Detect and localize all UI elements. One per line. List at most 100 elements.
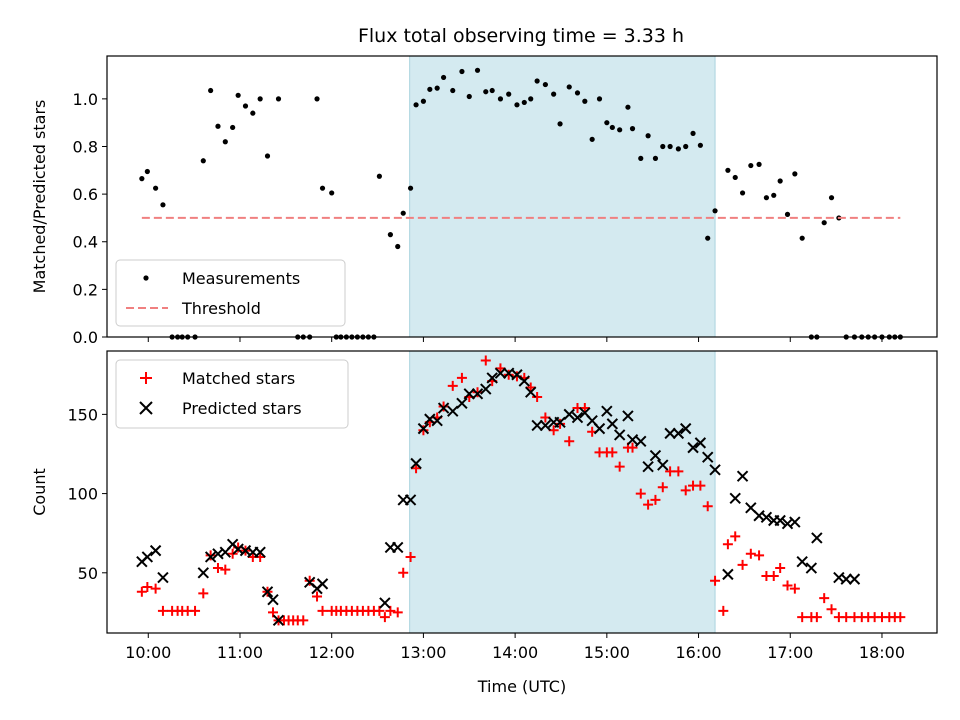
y-tick-label: 150 (67, 405, 98, 424)
predicted-star-point (554, 416, 566, 428)
observing-window-shade (409, 350, 716, 634)
measurement-point (200, 158, 206, 164)
predicted-star-point (254, 546, 266, 558)
matched-star-point (680, 485, 691, 496)
measurement-point (596, 96, 603, 102)
y-tick-label: 100 (67, 485, 98, 504)
measurement-point (153, 185, 159, 191)
legend-label: Threshold (181, 299, 261, 318)
predicted-star-point (494, 367, 507, 379)
measurement-point (395, 243, 401, 250)
predicted-star-point (379, 597, 391, 609)
measurement-point (208, 87, 214, 94)
x-tick-label: 16:00 (675, 643, 721, 662)
matched-star-point (819, 593, 830, 604)
predicted-star-point (613, 429, 626, 441)
matched-star-point (710, 575, 721, 586)
x-tick-label: 10:00 (125, 643, 171, 662)
measurement-point (828, 195, 835, 201)
measurement-point (235, 92, 241, 98)
measurement-point (609, 124, 615, 131)
measurement-point (427, 86, 433, 92)
measurement-point (314, 96, 320, 102)
predicted-star-point (805, 562, 818, 574)
measurement-point (215, 123, 221, 129)
matched-star-point (136, 586, 147, 597)
measurement-point (652, 155, 659, 161)
measurement-point (645, 133, 651, 139)
measurement-point (557, 121, 563, 127)
legend-label: Matched stars (182, 369, 295, 388)
matched-star-point (702, 501, 713, 512)
matched-star-point (745, 548, 756, 559)
matched-star-point (304, 575, 315, 586)
measurement-point (732, 174, 738, 181)
predicted-star-point (471, 388, 484, 400)
legend: Measurements Threshold (115, 259, 346, 327)
predicted-star-point (702, 451, 714, 463)
measurement-point (784, 211, 791, 217)
x-axis-label: Time (UTC) (477, 677, 566, 696)
predicted-star-point (709, 464, 721, 476)
measurement-point (450, 87, 456, 94)
y-axis-label: Count (30, 468, 49, 516)
predicted-star-point (774, 514, 786, 527)
predicted-star-point (272, 614, 285, 627)
measurement-point (521, 99, 527, 106)
measurement-point (821, 220, 827, 226)
measurement-point (420, 98, 427, 104)
measurement-point (771, 192, 777, 198)
measurement-point (376, 173, 382, 179)
measurement-point (319, 185, 326, 191)
predicted-star-point (518, 375, 531, 387)
measurement-point (413, 102, 419, 108)
matched-star-point (418, 425, 429, 436)
matched-star-point (212, 563, 223, 574)
measurement-point (250, 110, 256, 116)
bottom-panel-counts: 10:00 11:00 12:00 13:00 14:00 15:00 16:00 17:00… (30, 350, 938, 696)
measurement-point (675, 146, 681, 152)
matched-star-point (826, 604, 837, 615)
predicted-star-point (694, 437, 707, 449)
matched-star-point (480, 355, 491, 366)
predicted-star-point (149, 544, 162, 557)
measurement-point (440, 74, 447, 81)
predicted-star-point (687, 441, 699, 454)
predicted-star-point (811, 532, 823, 544)
predicted-star-point (456, 397, 468, 409)
predicted-star-point (642, 460, 654, 473)
y-tick-label: 0.2 (73, 280, 98, 299)
matched-star-point (895, 612, 906, 623)
measurement-point (739, 190, 746, 196)
predicted-star-point (848, 573, 861, 585)
matched-star-point (198, 588, 209, 599)
predicted-star-point (437, 402, 450, 414)
y-tick-label: 0.8 (73, 137, 98, 156)
predicted-star-point (392, 541, 404, 554)
measurement-point (222, 139, 228, 145)
x-tick-label: 11:00 (217, 643, 263, 662)
predicted-star-point (417, 422, 430, 435)
matched-star-point (205, 550, 216, 561)
matched-star-point (374, 605, 385, 616)
measurement-point (629, 126, 636, 132)
measurement-point (799, 235, 805, 241)
predicted-star-point (204, 551, 217, 563)
measurement-point (697, 142, 703, 148)
measurement-point (604, 120, 610, 126)
predicted-star-point (463, 388, 475, 400)
measurement-point (748, 162, 754, 169)
legend-label: Predicted stars (182, 399, 302, 418)
measurement-point (160, 202, 166, 208)
matched-star-point (811, 612, 822, 623)
predicted-star-point (157, 571, 169, 584)
y-axis-label: Matched/Predicted stars (30, 100, 49, 294)
predicted-star-point (657, 459, 669, 471)
predicted-star-point (571, 411, 584, 424)
matched-star-point (411, 463, 422, 474)
predicted-star-point (141, 551, 154, 563)
predicted-star-point (197, 567, 210, 579)
predicted-star-point (563, 408, 575, 421)
chart-title: Flux total observing time = 3.33 h (358, 25, 684, 47)
predicted-star-point (729, 492, 741, 505)
